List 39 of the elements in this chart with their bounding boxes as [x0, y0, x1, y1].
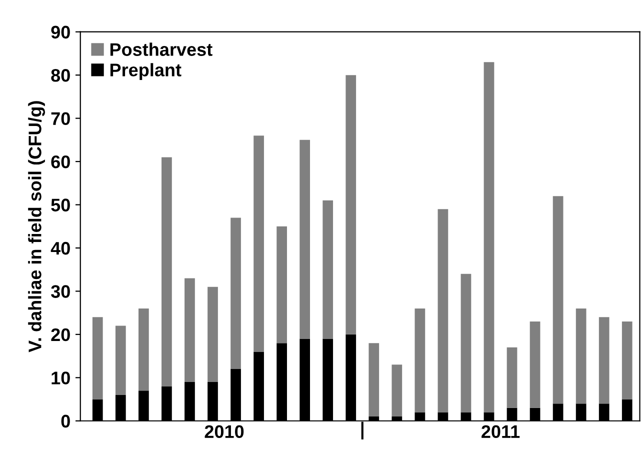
bar [622, 321, 632, 400]
bar [346, 75, 356, 334]
y-tick-label: 20 [51, 328, 70, 342]
bar [506, 347, 518, 408]
bar [208, 286, 218, 382]
bar [552, 196, 564, 404]
bar [576, 308, 586, 404]
bar [230, 218, 241, 370]
y-tick-label: 40 [50, 242, 70, 255]
bar [438, 209, 448, 412]
y-tick-label: 50 [51, 198, 70, 212]
bar [115, 326, 126, 395]
bar [392, 364, 402, 417]
legend-label: Postharvest [110, 42, 212, 56]
y-tick-label: 90 [51, 26, 70, 39]
y-tick-label: 80 [51, 69, 70, 82]
bar [138, 308, 149, 391]
bar [300, 140, 310, 339]
bar [184, 278, 195, 382]
y-tick-label: 60 [51, 155, 70, 168]
y-tick-label: 0 [61, 414, 70, 428]
y-tick-label: 70 [51, 112, 70, 126]
bar [322, 200, 334, 339]
y-tick-label: 30 [50, 285, 70, 298]
text: 2011 [482, 425, 520, 438]
bar [162, 157, 172, 386]
text: 2010 [204, 425, 244, 438]
bar [460, 274, 472, 412]
legend-label: Preplant [110, 63, 182, 80]
bar [598, 317, 610, 404]
bar [368, 343, 380, 417]
bar [484, 62, 494, 412]
y-axis-title: V. dahliae in field soil (CFU/g) [28, 101, 46, 352]
bar [414, 308, 426, 412]
bar [254, 136, 264, 352]
bar [530, 321, 540, 408]
y-tick-label: 10 [52, 372, 70, 384]
bar [92, 317, 103, 400]
bar [276, 226, 287, 344]
